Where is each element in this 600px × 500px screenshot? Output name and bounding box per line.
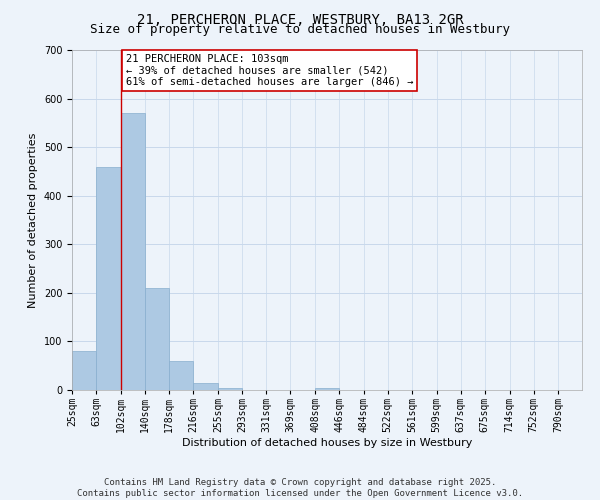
Bar xyxy=(72,351,96,390)
Bar xyxy=(169,361,193,390)
Y-axis label: Number of detached properties: Number of detached properties xyxy=(28,132,38,308)
X-axis label: Distribution of detached houses by size in Westbury: Distribution of detached houses by size … xyxy=(182,438,472,448)
Bar xyxy=(218,388,242,390)
Bar xyxy=(121,113,145,390)
Text: 21 PERCHERON PLACE: 103sqm
← 39% of detached houses are smaller (542)
61% of sem: 21 PERCHERON PLACE: 103sqm ← 39% of deta… xyxy=(126,54,413,87)
Bar xyxy=(193,382,218,390)
Text: Size of property relative to detached houses in Westbury: Size of property relative to detached ho… xyxy=(90,22,510,36)
Text: Contains HM Land Registry data © Crown copyright and database right 2025.
Contai: Contains HM Land Registry data © Crown c… xyxy=(77,478,523,498)
Bar xyxy=(96,166,121,390)
Text: 21, PERCHERON PLACE, WESTBURY, BA13 2GR: 21, PERCHERON PLACE, WESTBURY, BA13 2GR xyxy=(137,12,463,26)
Bar xyxy=(315,388,340,390)
Bar xyxy=(145,288,169,390)
